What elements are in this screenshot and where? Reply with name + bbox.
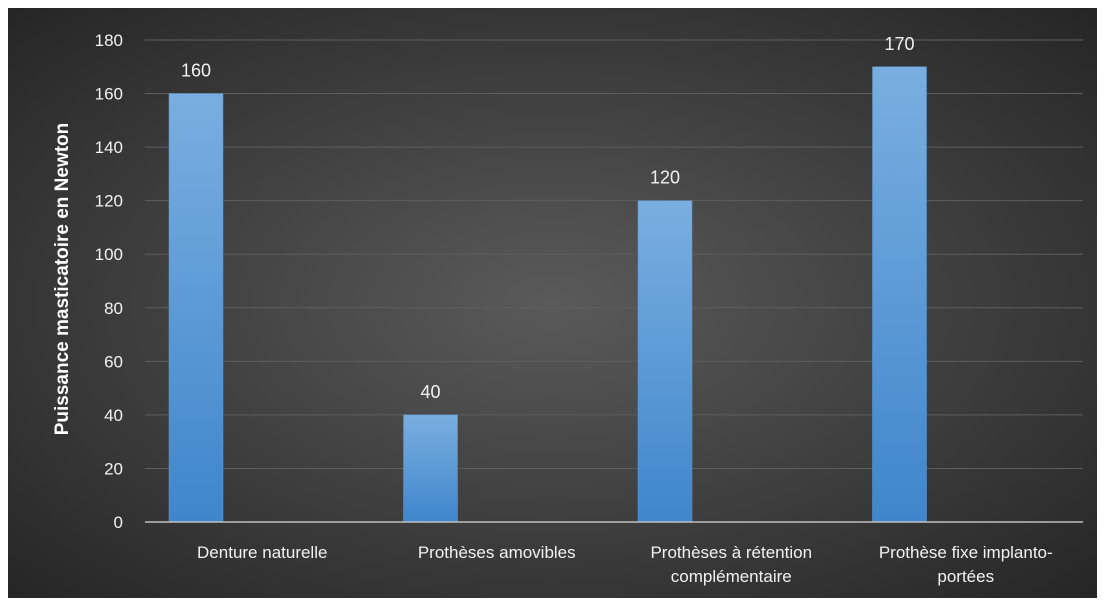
bar xyxy=(637,200,693,523)
x-category-label: Prothèses amovibles xyxy=(418,543,576,562)
y-tick-label: 20 xyxy=(104,459,123,478)
y-tick-label: 140 xyxy=(95,138,123,157)
y-tick-label: 0 xyxy=(114,513,123,532)
x-category-label: Prothèse fixe implanto- xyxy=(879,543,1053,562)
data-label: 120 xyxy=(650,168,680,188)
bar xyxy=(168,93,224,523)
x-category-label: portées xyxy=(937,567,994,586)
y-tick-label: 160 xyxy=(95,85,123,104)
bar xyxy=(872,66,927,523)
data-label: 160 xyxy=(181,61,211,81)
data-labels: 160 40 120 170 xyxy=(181,34,915,402)
y-axis-title: Puissance masticatoire en Newton xyxy=(52,123,73,436)
y-tick-label: 120 xyxy=(95,192,123,211)
bar xyxy=(403,414,458,523)
data-label: 170 xyxy=(884,34,914,54)
x-category-label: Prothèses à rétention xyxy=(650,543,812,562)
x-category-label: complémentaire xyxy=(671,567,792,586)
x-axis-categories: Denture naturelle Prothèses amovibles Prot… xyxy=(197,543,1053,586)
bars xyxy=(168,66,927,523)
y-tick-label: 180 xyxy=(95,31,123,50)
x-category-label: Denture naturelle xyxy=(197,543,327,562)
y-tick-label: 60 xyxy=(104,352,123,371)
y-axis-ticks: 0 20 40 60 80 100 120 140 160 180 xyxy=(95,31,123,532)
data-label: 40 xyxy=(420,382,440,402)
y-tick-label: 40 xyxy=(104,406,123,425)
y-tick-label: 100 xyxy=(95,245,123,264)
y-tick-label: 80 xyxy=(104,299,123,318)
